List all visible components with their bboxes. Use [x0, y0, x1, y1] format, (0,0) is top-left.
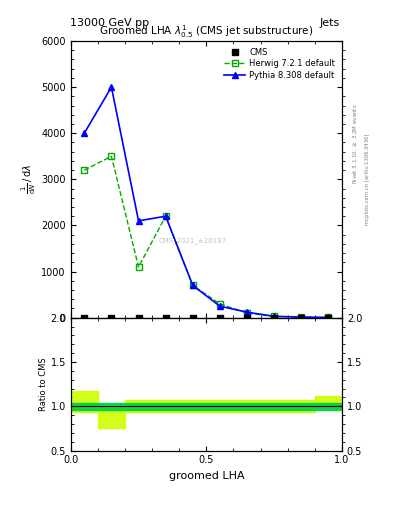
Pythia 8.308 default	[218, 303, 222, 309]
Pythia 8.308 default	[82, 130, 86, 136]
CMS	[299, 315, 303, 321]
Pythia 8.308 default	[299, 314, 303, 320]
CMS	[109, 315, 114, 321]
CMS	[218, 315, 222, 321]
Pythia 8.308 default	[109, 84, 114, 90]
Pythia 8.308 default	[190, 282, 195, 288]
CMS	[326, 315, 331, 321]
Pythia 8.308 default	[326, 314, 331, 321]
Herwig 7.2.1 default	[109, 153, 114, 159]
Herwig 7.2.1 default	[82, 167, 86, 173]
CMS	[190, 315, 195, 321]
Line: Pythia 8.308 default: Pythia 8.308 default	[81, 83, 332, 321]
Herwig 7.2.1 default	[218, 301, 222, 307]
Y-axis label: Ratio to CMS: Ratio to CMS	[39, 357, 48, 411]
Herwig 7.2.1 default	[163, 213, 168, 219]
CMS	[136, 315, 141, 321]
Text: Rivet 3.1.10, $\geq$ 3.2M events: Rivet 3.1.10, $\geq$ 3.2M events	[352, 103, 360, 184]
Herwig 7.2.1 default	[244, 310, 250, 316]
Pythia 8.308 default	[163, 213, 168, 219]
Legend: CMS, Herwig 7.2.1 default, Pythia 8.308 default: CMS, Herwig 7.2.1 default, Pythia 8.308 …	[222, 45, 338, 82]
CMS	[82, 315, 86, 321]
CMS	[163, 315, 168, 321]
Line: CMS: CMS	[81, 315, 331, 321]
X-axis label: groomed LHA: groomed LHA	[169, 471, 244, 481]
Text: 13000 GeV pp: 13000 GeV pp	[70, 18, 150, 28]
Text: mcplots.cern.ch [arXiv:1306.3436]: mcplots.cern.ch [arXiv:1306.3436]	[365, 134, 370, 225]
Herwig 7.2.1 default	[272, 313, 276, 319]
Herwig 7.2.1 default	[299, 314, 303, 321]
Line: Herwig 7.2.1 default: Herwig 7.2.1 default	[81, 153, 332, 321]
Pythia 8.308 default	[136, 218, 141, 224]
Pythia 8.308 default	[244, 309, 250, 315]
Text: Jets: Jets	[320, 18, 340, 28]
Pythia 8.308 default	[272, 313, 276, 319]
Herwig 7.2.1 default	[326, 314, 331, 321]
Title: Groomed LHA $\lambda^{1}_{0.5}$ (CMS jet substructure): Groomed LHA $\lambda^{1}_{0.5}$ (CMS jet…	[99, 24, 314, 40]
CMS	[244, 315, 250, 321]
Text: CMS_2021_±20187: CMS_2021_±20187	[159, 237, 227, 244]
Herwig 7.2.1 default	[190, 282, 195, 288]
Herwig 7.2.1 default	[136, 264, 141, 270]
CMS	[272, 315, 276, 321]
Y-axis label: $\frac{1}{\mathrm{d}N}\,/\,\mathrm{d}\lambda$: $\frac{1}{\mathrm{d}N}\,/\,\mathrm{d}\la…	[20, 164, 39, 195]
